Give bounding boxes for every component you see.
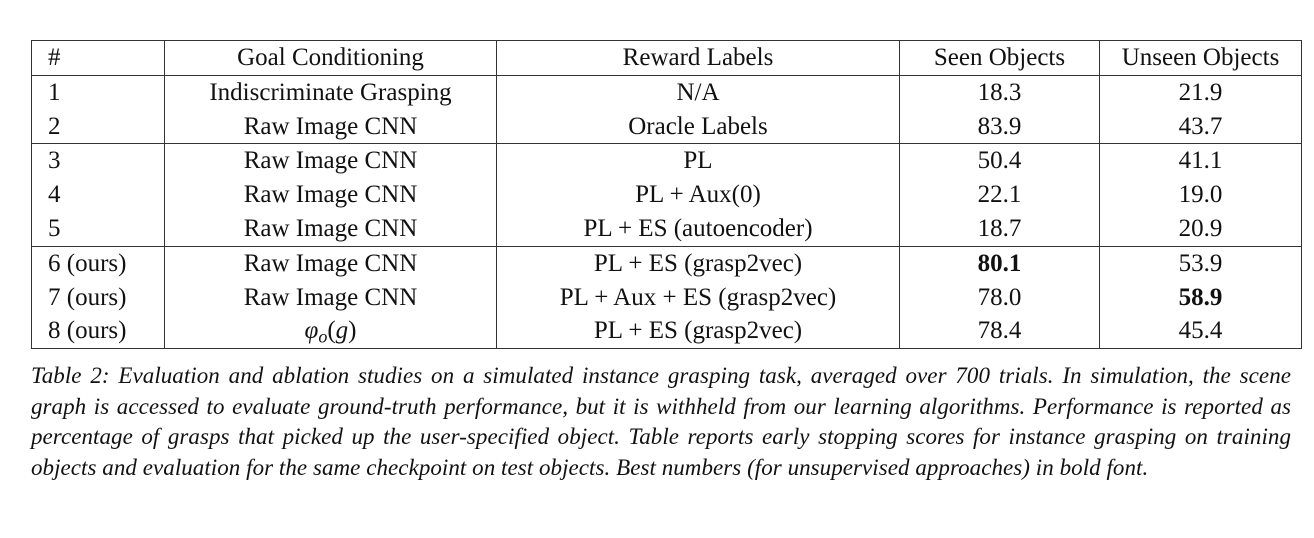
row-unseen-objects-cell: 41.1 <box>1099 143 1302 179</box>
table-row: 3 Raw Image CNN PL 50.4 41.1 <box>31 143 1302 179</box>
row-unseen-objects-cell: 45.4 <box>1099 314 1302 349</box>
row-index-cell: 2 <box>31 109 165 144</box>
table-row: 4 Raw Image CNN PL + Aux(0) 22.1 19.0 <box>31 178 1302 212</box>
row-index-cell: 3 <box>31 143 165 179</box>
row-goal-conditioning-cell: Raw Image CNN <box>164 143 497 179</box>
row-reward-labels-cell: PL + ES (autoencoder) <box>496 211 900 247</box>
table-row: 8 (ours) φo(g) PL + ES (grasp2vec) 78.4 45.4 <box>31 314 1302 349</box>
row-unseen-objects-cell: 58.9 <box>1099 280 1302 315</box>
header-unseen-objects: Unseen Objects <box>1099 40 1302 76</box>
table-header: # Goal Conditioning Reward Labels Seen O… <box>31 40 1302 76</box>
row-reward-labels-cell: PL <box>496 143 900 179</box>
table-caption: Table 2: Evaluation and ablation studies… <box>31 363 1291 480</box>
row-index-cell: 8 (ours) <box>31 314 165 349</box>
row-goal-conditioning-cell: φo(g) <box>164 314 497 349</box>
row-seen-objects-cell: 83.9 <box>899 109 1100 144</box>
row-index-cell: 5 <box>31 211 165 247</box>
row-goal-conditioning-cell: Raw Image CNN <box>164 246 497 281</box>
table-row: 5 Raw Image CNN PL + ES (autoencoder) 18.7 2… <box>31 211 1302 247</box>
row-goal-conditioning-cell: Raw Image CNN <box>164 280 497 315</box>
row-seen-objects-cell: 22.1 <box>899 178 1100 212</box>
header-goal-conditioning: Goal Conditioning <box>164 40 497 76</box>
header-index: # <box>31 40 165 76</box>
row-goal-conditioning-cell: Raw Image CNN <box>164 109 497 144</box>
row-goal-conditioning-cell: Raw Image CNN <box>164 211 497 247</box>
row-reward-labels-cell: PL + ES (grasp2vec) <box>496 314 900 349</box>
row-unseen-objects-cell: 53.9 <box>1099 246 1302 281</box>
row-goal-conditioning-cell: Indiscriminate Grasping <box>164 75 497 110</box>
row-seen-objects-cell: 50.4 <box>899 143 1100 179</box>
row-seen-objects-cell: 18.7 <box>899 211 1100 247</box>
table-row: 2 Raw Image CNN Oracle Labels 83.9 43.7 <box>31 109 1302 144</box>
row-seen-objects-cell: 80.1 <box>899 246 1100 281</box>
table-row: 6 (ours) Raw Image CNN PL + ES (grasp2vec)… <box>31 246 1302 281</box>
row-reward-labels-cell: PL + Aux + ES (grasp2vec) <box>496 280 900 315</box>
row-reward-labels-cell: PL + ES (grasp2vec) <box>496 246 900 281</box>
row-reward-labels-cell: PL + Aux(0) <box>496 178 900 212</box>
row-index-cell: 6 (ours) <box>31 246 165 281</box>
table-row: 1 Indiscriminate Grasping N/A 18.3 21.9 <box>31 75 1302 110</box>
header-row: # Goal Conditioning Reward Labels Seen O… <box>31 40 1302 76</box>
header-reward-labels: Reward Labels <box>496 40 900 76</box>
row-seen-objects-cell: 18.3 <box>899 75 1100 110</box>
table-row: 7 (ours) Raw Image CNN PL + Aux + ES (gras… <box>31 280 1302 315</box>
row-index-cell: 4 <box>31 178 165 212</box>
row-reward-labels-cell: N/A <box>496 75 900 110</box>
row-index-cell: 1 <box>31 75 165 110</box>
results-table: # Goal Conditioning Reward Labels Seen O… <box>31 40 1302 349</box>
row-seen-objects-cell: 78.4 <box>899 314 1100 349</box>
table-body: 1 Indiscriminate Grasping N/A 18.3 21.9 2 Raw … <box>31 75 1302 349</box>
row-goal-conditioning-cell: Raw Image CNN <box>164 178 497 212</box>
row-seen-objects-cell: 78.0 <box>899 280 1100 315</box>
row-index-cell: 7 (ours) <box>31 280 165 315</box>
row-unseen-objects-cell: 19.0 <box>1099 178 1302 212</box>
row-unseen-objects-cell: 43.7 <box>1099 109 1302 144</box>
phi-o-g-formula: φo(g) <box>304 317 357 347</box>
header-seen-objects: Seen Objects <box>899 40 1100 76</box>
row-unseen-objects-cell: 21.9 <box>1099 75 1302 110</box>
row-unseen-objects-cell: 20.9 <box>1099 211 1302 247</box>
row-reward-labels-cell: Oracle Labels <box>496 109 900 144</box>
